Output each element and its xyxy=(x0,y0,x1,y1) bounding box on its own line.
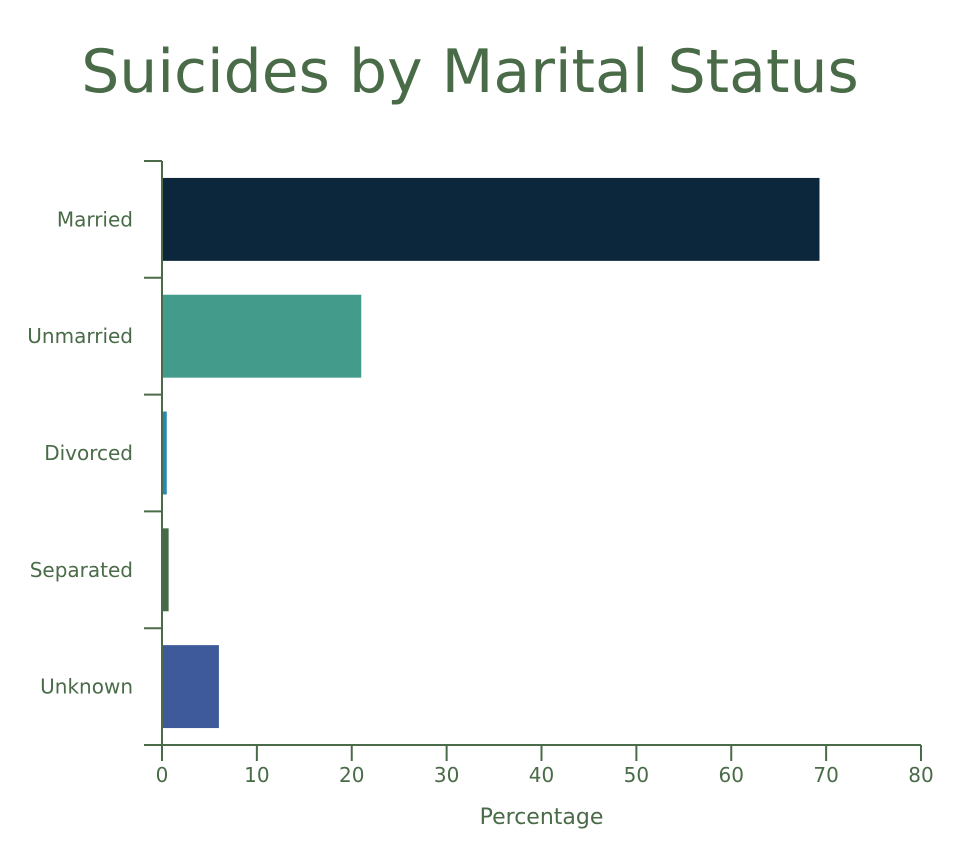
y-axis: Married Unmarried Divorced Separated Unknown xyxy=(27,160,163,746)
x-tick-label-0: 0 xyxy=(156,763,169,787)
x-tick-label-70: 70 xyxy=(813,763,838,787)
bar-married xyxy=(162,177,820,261)
bars-group xyxy=(162,177,820,729)
bar-divorced xyxy=(162,411,167,495)
x-tick-label-30: 30 xyxy=(434,763,459,787)
x-tick-label-20: 20 xyxy=(339,763,364,787)
x-tick-label-50: 50 xyxy=(624,763,649,787)
x-axis: 0 10 20 30 40 50 60 70 80 xyxy=(144,744,934,787)
x-tick-label-40: 40 xyxy=(529,763,554,787)
bar-unknown xyxy=(162,645,219,729)
x-tick-label-60: 60 xyxy=(719,763,744,787)
x-axis-label: Percentage xyxy=(480,805,604,830)
x-tick-label-80: 80 xyxy=(908,763,933,787)
category-label-unmarried: Unmarried xyxy=(27,324,133,348)
chart-title: Suicides by Marital Status xyxy=(81,37,859,107)
category-label-married: Married xyxy=(57,207,133,231)
category-label-unknown: Unknown xyxy=(40,675,133,699)
x-tick-label-10: 10 xyxy=(244,763,269,787)
bar-unmarried xyxy=(162,294,362,378)
category-label-separated: Separated xyxy=(30,558,133,582)
category-label-divorced: Divorced xyxy=(44,441,133,465)
bar-separated xyxy=(162,528,169,612)
